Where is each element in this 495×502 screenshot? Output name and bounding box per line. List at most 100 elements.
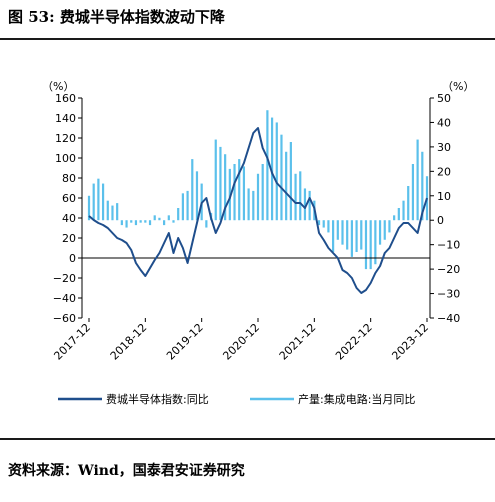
bar-2020-09 [242, 166, 246, 221]
bar-2018-01 [92, 183, 95, 221]
x-tick-label: 2020-12 [220, 321, 262, 363]
bar-2020-12 [256, 173, 260, 221]
bar-series [87, 110, 429, 270]
bar-2021-03 [270, 117, 274, 221]
bar-2022-07 [346, 220, 349, 250]
bar-2021-11 [308, 190, 311, 221]
line-path [88, 127, 428, 294]
bar-2020-11 [252, 190, 255, 221]
x-axis-ticks: 2017-12 2018-12 2019-12 2020-12 2021-12 2022-… [51, 318, 431, 363]
bar-2023-06 [397, 208, 400, 221]
source-note: 资料来源：Wind，国泰君安证券研究 [8, 463, 245, 479]
x-tick-label: 2019-12 [164, 321, 206, 363]
right-tick-label: 10 [437, 190, 451, 203]
bar-2019-11 [195, 171, 199, 221]
bar-2020-04 [219, 146, 222, 221]
right-tick-label: −30 [437, 288, 460, 301]
left-tick-label: 120 [55, 132, 76, 145]
bar-2020-05 [224, 154, 227, 221]
bar-2022-01 [317, 220, 321, 226]
bar-2020-10 [247, 188, 250, 221]
bar-2023-10 [416, 139, 419, 221]
axes [81, 98, 431, 318]
bar-2017-12 [87, 195, 91, 221]
left-tick-label: 0 [69, 252, 76, 265]
right-tick-label: −40 [437, 312, 460, 325]
bar-2021-09 [299, 171, 302, 221]
bar-2019-02 [153, 215, 156, 221]
bar-2023-08 [407, 186, 410, 221]
right-tick-label: −10 [437, 239, 460, 252]
x-tick-label: 2023-12 [389, 321, 431, 363]
bar-2020-03 [214, 139, 217, 221]
bar-2023-04 [388, 220, 391, 233]
bar-2022-03 [327, 220, 330, 233]
left-tick-label: 60 [62, 192, 76, 205]
bar-2023-11 [421, 151, 424, 221]
bar-2019-09 [186, 190, 189, 221]
bar-2018-10 [134, 220, 138, 226]
bar-2018-02 [97, 178, 100, 221]
left-tick-label: 140 [55, 112, 76, 125]
bar-2021-02 [266, 110, 269, 221]
bar-2022-12 [369, 220, 372, 270]
x-tick-label: 2017-12 [51, 321, 93, 363]
bar-2022-11 [364, 220, 368, 270]
bar-2018-11 [139, 220, 142, 223]
bar-2018-09 [130, 220, 133, 223]
bar-2021-10 [303, 188, 307, 221]
bar-2021-05 [280, 134, 283, 221]
bar-2019-08 [181, 193, 184, 221]
left-tick-label: −20 [53, 272, 76, 285]
bar-2020-07 [233, 164, 236, 221]
bar-2019-04 [163, 220, 166, 226]
bar-2019-07 [177, 208, 180, 221]
x-tick-label: 2021-12 [277, 321, 319, 363]
bar-2018-08 [125, 220, 128, 228]
bar-2018-07 [120, 220, 123, 226]
left-tick-label: 160 [55, 92, 76, 105]
bar-2021-06 [285, 151, 288, 221]
figure-title: 图 53: 费城半导体指数波动下降 [8, 8, 225, 26]
x-tick-label: 2018-12 [108, 321, 150, 363]
legend-label-bar: 产量:集成电路:当月同比 [298, 392, 415, 406]
left-axis-ticks: 160 140 120 100 80 60 40 20 0 −20 −40 −60 [53, 92, 82, 325]
bar-2022-09 [355, 220, 358, 252]
bar-2019-10 [191, 159, 194, 221]
source-divider [0, 438, 495, 440]
bar-2023-09 [411, 164, 415, 221]
title-divider [0, 38, 495, 40]
bar-2018-04 [106, 200, 109, 221]
left-tick-label: −60 [53, 312, 76, 325]
bar-2018-03 [101, 183, 105, 221]
bar-2022-05 [336, 220, 339, 240]
bar-2018-12 [144, 220, 147, 223]
x-tick-label: 2022-12 [333, 321, 375, 363]
legend: 费城半导体指数:同比 产量:集成电路:当月同比 [58, 392, 415, 406]
right-tick-label: −20 [437, 263, 460, 276]
left-tick-label: −40 [53, 292, 76, 305]
bar-2021-07 [289, 142, 292, 221]
bar-2018-06 [116, 203, 119, 221]
line-series [88, 127, 428, 294]
bar-2019-06 [172, 220, 175, 223]
bar-2018-05 [111, 205, 114, 221]
bar-2022-06 [341, 220, 344, 245]
right-tick-label: 20 [437, 165, 451, 178]
bar-2019-01 [148, 220, 152, 226]
left-tick-label: 100 [55, 152, 76, 165]
bar-2021-01 [261, 164, 264, 221]
bar-2019-05 [167, 215, 170, 221]
right-tick-label: 0 [437, 214, 444, 227]
bar-2020-01 [205, 220, 208, 228]
bar-2022-04 [332, 220, 335, 252]
right-tick-label: 40 [437, 116, 451, 129]
bar-2021-08 [294, 173, 297, 221]
bar-2021-04 [275, 122, 278, 221]
bar-2019-03 [158, 217, 161, 221]
bar-2023-01 [374, 220, 377, 265]
bar-2020-08 [238, 159, 241, 221]
bar-2023-05 [393, 215, 396, 221]
bar-2023-03 [383, 220, 386, 240]
